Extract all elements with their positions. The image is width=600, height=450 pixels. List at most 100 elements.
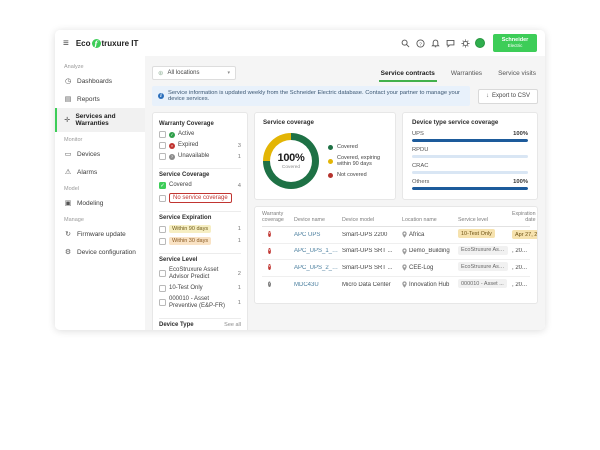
sidebar-item-reports[interactable]: ▤ Reports [55, 90, 145, 108]
sidebar-item-label: Reports [77, 95, 100, 103]
donut-center-value: 100% [277, 152, 305, 164]
table-row[interactable]: × APC UPS Smart-UPS 2200 Africa 10-Test … [262, 227, 537, 244]
warranty-expired-icon: × [268, 247, 271, 254]
notifications-bell-icon[interactable] [430, 38, 440, 48]
export-to-csv-button[interactable]: ↓ Export to CSV [477, 88, 538, 104]
filter-warranty-expired[interactable]: × Expired 3 [159, 142, 241, 149]
alarms-icon: ⚠ [64, 168, 72, 176]
service-level-badge: 000010 - Asset ... [458, 279, 507, 289]
bar-group-rpdu: RPDU [412, 147, 528, 158]
sidebar-item-firmware-update[interactable]: ↻ Firmware update [55, 225, 145, 243]
sidebar-item-alarms[interactable]: ⚠ Alarms [55, 163, 145, 181]
checkbox[interactable] [159, 299, 166, 307]
filter-sl-asset-advisor-predict[interactable]: EcoStruxure Asset Advisor Predict 2 [159, 267, 241, 281]
location-filter-dropdown[interactable]: ⊕ All locations ▾ [152, 66, 236, 80]
tab-bar: Service contracts Warranties Service vis… [378, 66, 538, 82]
location-pin-icon [402, 248, 407, 255]
service-coverage-title: Service coverage [263, 119, 314, 126]
sidebar-item-modeling[interactable]: ▣ Modeling [55, 194, 145, 212]
location-name: Demo_Building [409, 248, 450, 255]
filter-within-90-days[interactable]: Within 90 days 1 [159, 225, 241, 233]
table-row[interactable]: ? MDC43U Micro Data Center Innovation Hu… [262, 277, 530, 294]
checkbox[interactable] [159, 142, 166, 149]
filter-sl-10-test-only[interactable]: 10-Test Only 1 [159, 284, 241, 292]
user-avatar[interactable] [475, 38, 485, 48]
filter-warranty-active[interactable]: ✓ Active [159, 131, 241, 138]
active-status-icon: ✓ [169, 131, 175, 138]
sidebar-item-dashboards[interactable]: ◷ Dashboards [55, 72, 145, 90]
col-device-model[interactable]: Device model [342, 217, 375, 224]
filter-sl-asset-preventive[interactable]: 000010 - Asset Preventive (E&P-FR) 1 [159, 296, 241, 310]
filter-service-covered[interactable]: ✓ Covered 4 [159, 182, 241, 189]
sidebar-item-device-configuration[interactable]: ⚙ Device configuration [55, 243, 145, 261]
filter-no-service-coverage[interactable]: No service coverage [159, 193, 241, 203]
warranty-expired-icon: × [268, 264, 271, 271]
bar-group-crac: CRAC [412, 163, 528, 174]
sidebar-item-label: Services and Warranties [75, 113, 116, 127]
main-content: ⊕ All locations ▾ Service contracts Warr… [145, 56, 545, 330]
col-expiration-date[interactable]: Expiration date [512, 211, 536, 224]
sidebar-item-devices[interactable]: ▭ Devices [55, 145, 145, 163]
schneider-electric-logo[interactable]: Schneider Electric [493, 34, 537, 52]
filter-warranty-unavailable[interactable]: ? Unavailable 1 [159, 153, 241, 160]
tab-service-contracts[interactable]: Service contracts [378, 66, 437, 82]
col-location-name[interactable]: Location name [402, 217, 437, 224]
checkbox[interactable] [159, 237, 166, 245]
sidebar-item-label: Device configuration [77, 248, 136, 256]
logo-line1: Schneider [501, 36, 529, 43]
service-level-badge: EcoStruxure Ass... [458, 262, 508, 272]
legend-dot-not-covered [328, 172, 333, 178]
service-coverage-donut: 100% Covered [263, 133, 319, 189]
reports-icon: ▤ [64, 95, 72, 103]
filter-within-30-days[interactable]: Within 30 days 1 [159, 237, 241, 245]
sidebar-item-services-and-warranties[interactable]: ✛ Services and Warranties [55, 108, 145, 132]
device-model: Micro Data Center [342, 281, 391, 288]
col-device-name[interactable]: Device name [294, 217, 325, 224]
filter-count: 1 [237, 153, 241, 160]
info-banner-text: Service information is updated weekly fr… [168, 90, 460, 102]
table-row[interactable]: × APC_UPS_2_Up Smart-UPS SRT ... CEE-Log… [262, 260, 530, 277]
within-30-days-badge: Within 30 days [169, 237, 212, 245]
expiration-date-badge: Apr 27, 2024 [512, 230, 537, 240]
checkbox[interactable] [159, 131, 166, 138]
settings-gear-icon[interactable] [460, 38, 470, 48]
device-model: Smart-UPS SRT ... [342, 264, 393, 271]
expiration-date: Dec 31, 20... [512, 281, 527, 288]
donut-legend: Covered Covered, expiring within 90 days… [328, 144, 387, 178]
location-pin-icon [402, 281, 407, 289]
menu-icon[interactable]: ≡ [63, 37, 69, 49]
export-button-label: Export to CSV [491, 93, 530, 99]
tab-warranties[interactable]: Warranties [450, 70, 483, 77]
location-pin-icon [402, 264, 407, 272]
checkbox[interactable] [159, 194, 166, 202]
legend-dot-covered [328, 144, 333, 150]
bar-group-ups: UPS 100% [412, 131, 528, 142]
device-name-link[interactable]: APC UPS [294, 231, 321, 238]
feedback-icon[interactable] [445, 38, 455, 48]
top-bar: ≡ Eco f truxure IT ? Schneider Electric [55, 30, 545, 56]
col-warranty-coverage[interactable]: Warranty coverage [262, 211, 284, 224]
modeling-icon: ▣ [64, 199, 72, 207]
location-pin-icon [402, 231, 407, 239]
checkbox-checked[interactable]: ✓ [159, 182, 166, 189]
expiration-date: Dec 31, 20... [512, 264, 527, 271]
device-name-link[interactable]: APC_UPS_2_Up [294, 264, 340, 271]
device-type-bar-fill [412, 139, 528, 142]
checkbox[interactable] [159, 225, 166, 233]
col-service-level[interactable]: Service level [458, 217, 489, 224]
tab-service-visits[interactable]: Service visits [498, 70, 536, 77]
device-name-link[interactable]: APC_UPS_1_D... [294, 248, 342, 255]
search-icon[interactable] [400, 38, 410, 48]
checkbox[interactable] [159, 153, 166, 160]
filter-group-service-coverage: Service Coverage [159, 172, 210, 178]
checkbox[interactable] [159, 284, 166, 292]
checkbox[interactable] [159, 270, 166, 278]
service-level-badge: 10-Test Only [458, 229, 495, 239]
donut-center-label: Covered [281, 165, 301, 170]
help-icon[interactable]: ? [415, 38, 425, 48]
table-row[interactable]: × APC_UPS_1_D... Smart-UPS SRT ... Demo_… [262, 244, 530, 261]
info-icon: i [158, 93, 164, 99]
device-name-link[interactable]: MDC43U [294, 281, 319, 288]
see-all-link[interactable]: See all [224, 321, 241, 328]
logo-line2: Electric [507, 42, 523, 48]
